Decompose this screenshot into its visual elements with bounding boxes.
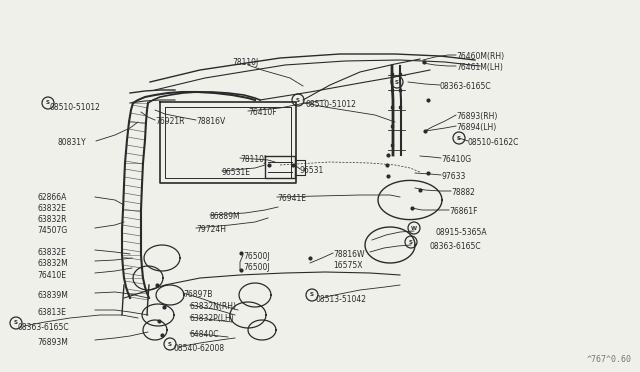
Text: 76460M(RH): 76460M(RH): [456, 52, 504, 61]
Text: S: S: [296, 97, 300, 103]
Text: 96531E: 96531E: [222, 168, 251, 177]
Text: 76941E: 76941E: [277, 194, 306, 203]
Text: 78882: 78882: [451, 188, 475, 197]
Text: 16575X: 16575X: [333, 261, 362, 270]
Text: 76893(RH): 76893(RH): [456, 112, 497, 121]
Text: 78816W: 78816W: [333, 250, 365, 259]
Text: 76894(LH): 76894(LH): [456, 123, 496, 132]
Text: 08540-62008: 08540-62008: [173, 344, 224, 353]
Text: 97633: 97633: [441, 172, 465, 181]
Text: 96531: 96531: [300, 166, 324, 175]
Text: 08513-51042: 08513-51042: [315, 295, 366, 304]
Text: 62866A: 62866A: [37, 193, 67, 202]
Text: 78110J: 78110J: [232, 58, 259, 67]
Text: S: S: [409, 240, 413, 244]
Text: 76410G: 76410G: [441, 155, 471, 164]
Text: 76500J: 76500J: [243, 252, 269, 261]
Text: 63832N(RH): 63832N(RH): [190, 302, 237, 311]
Text: S: S: [14, 321, 18, 326]
Text: 76897B: 76897B: [183, 290, 212, 299]
Text: ^767^0.60: ^767^0.60: [587, 355, 632, 364]
Text: 76921R: 76921R: [155, 117, 184, 126]
Text: 08363-6165C: 08363-6165C: [440, 82, 492, 91]
Text: S: S: [46, 100, 50, 106]
Text: 08510-51012: 08510-51012: [306, 100, 357, 109]
Text: S: S: [310, 292, 314, 298]
Text: 63832R: 63832R: [37, 215, 67, 224]
Text: 08915-5365A: 08915-5365A: [435, 228, 486, 237]
Text: 76893M: 76893M: [37, 338, 68, 347]
Text: S: S: [168, 341, 172, 346]
Text: W: W: [411, 225, 417, 231]
Text: 63813E: 63813E: [37, 308, 66, 317]
Text: 63832E: 63832E: [37, 204, 66, 213]
Text: 08363-6165C: 08363-6165C: [18, 323, 70, 332]
Text: 08510-6162C: 08510-6162C: [468, 138, 520, 147]
Text: 76410E: 76410E: [37, 271, 66, 280]
Text: 80831Y: 80831Y: [58, 138, 86, 147]
Text: 79724H: 79724H: [196, 225, 226, 234]
Text: 76861F: 76861F: [449, 207, 477, 216]
Text: 08510-51012: 08510-51012: [50, 103, 101, 112]
Text: 63832E: 63832E: [37, 248, 66, 257]
Text: 74507G: 74507G: [37, 226, 67, 235]
Text: 78816V: 78816V: [196, 117, 225, 126]
Text: 08363-6165C: 08363-6165C: [430, 242, 482, 251]
Text: S: S: [457, 135, 461, 141]
Text: 63832M: 63832M: [37, 259, 68, 268]
Text: 76500J: 76500J: [243, 263, 269, 272]
Text: 76410F: 76410F: [248, 108, 276, 117]
Text: S: S: [395, 80, 399, 84]
Text: 63839M: 63839M: [37, 291, 68, 300]
Text: 63832P(LH): 63832P(LH): [190, 314, 235, 323]
Text: 86889M: 86889M: [210, 212, 241, 221]
Text: 76461M(LH): 76461M(LH): [456, 63, 503, 72]
Text: 78110J: 78110J: [240, 155, 266, 164]
Text: 64840C: 64840C: [190, 330, 220, 339]
